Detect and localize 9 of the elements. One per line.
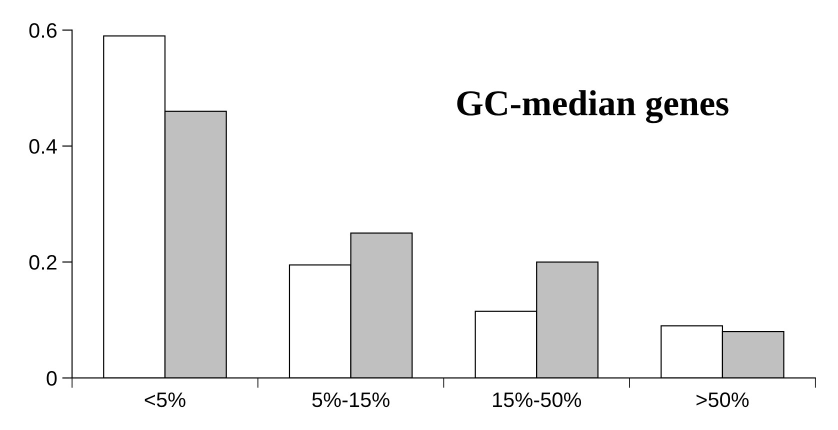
y-tick-label: 0 (46, 370, 57, 386)
x-tick-label: 5%-15% (312, 392, 390, 408)
x-tick-label: >50% (696, 392, 749, 408)
x-tick-label: <5% (144, 392, 186, 408)
x-tick-label: 15%-50% (493, 392, 582, 408)
text: GC-median genes (457, 90, 728, 124)
y-tick-label: 0.4 (29, 139, 57, 154)
y-tick-label: 0.2 (29, 255, 56, 270)
y-tick-label: 0.6 (29, 23, 57, 38)
